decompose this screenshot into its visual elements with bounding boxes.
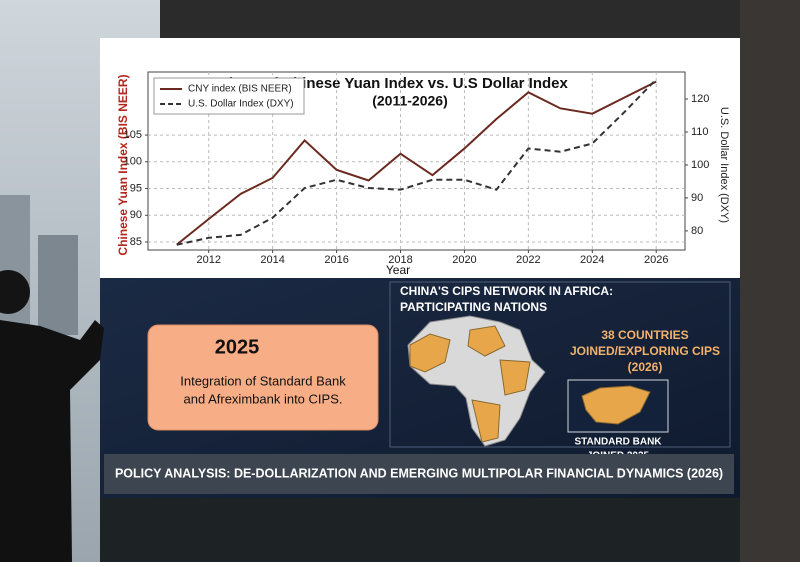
x-tick-label: 2016: [324, 254, 348, 266]
x-tick-label: 2026: [644, 254, 668, 266]
y-tick-label: 95: [130, 182, 142, 194]
x-tick-label: 2022: [516, 254, 540, 266]
milestone-text: and Afreximbank into CIPS.: [184, 391, 343, 406]
milestone-box: 2025 Integration of Standard Bank and Af…: [147, 324, 379, 431]
x-tick-label: 2024: [580, 254, 604, 266]
map-callout: (2026): [628, 360, 663, 374]
y-tick-label: 100: [124, 156, 142, 168]
y2-tick-label: 100: [691, 159, 709, 171]
floor: [100, 498, 740, 562]
milestone-year: 2025: [215, 336, 260, 358]
south-africa: [581, 385, 651, 425]
person-head: [0, 270, 30, 314]
cips-countries: [409, 325, 531, 443]
inset-label: STANDARD BANK: [574, 437, 662, 448]
chart-subtitle: (2011-2026): [372, 93, 448, 109]
map-frame: [389, 281, 731, 448]
y2-tick-label: 90: [691, 192, 703, 204]
x-tick-label: 2012: [196, 254, 220, 266]
wall: [740, 0, 800, 562]
y2-tick-label: 120: [691, 93, 709, 105]
y-tick-label: 85: [130, 236, 142, 248]
milestone-text: Integration of Standard Bank: [180, 373, 346, 388]
map-callout: 38 COUNTRIES: [601, 328, 688, 342]
person: [0, 270, 104, 562]
map-section: CHINA'S CIPS NETWORK IN AFRICA: PARTICIP…: [389, 281, 731, 462]
x-tick-label: 2020: [452, 254, 476, 266]
map-callout: JOINED/EXPLORING CIPS: [570, 344, 720, 358]
legend-box: [153, 77, 305, 115]
chart: Comparison of Chinese Yuan Index vs. U.S…: [116, 71, 730, 277]
x-axis-label: Year: [386, 263, 410, 277]
y-tick-label: 105: [124, 129, 142, 141]
map-heading: PARTICIPATING NATIONS: [400, 300, 547, 314]
y2-tick-label: 80: [691, 225, 703, 237]
x-tick-label: 2018: [388, 254, 412, 266]
y2-tick-label: 110: [691, 126, 709, 138]
building: [38, 235, 78, 335]
building: [0, 195, 30, 335]
series-line: [176, 80, 657, 246]
map-heading: CHINA'S CIPS NETWORK IN AFRICA:: [400, 284, 613, 298]
legend-label: U.S. Dollar Index (DXY): [188, 99, 294, 110]
milestone-card: [147, 324, 379, 431]
legend-label: CNY index (BIS NEER): [188, 84, 292, 95]
plot-frame: [147, 71, 686, 251]
person-body: [0, 320, 104, 562]
y-tick-label: 90: [130, 209, 142, 221]
y2-axis-label: U.S. Dollar Index (DXY): [718, 107, 730, 223]
banner-bar: [104, 454, 734, 494]
series-line: [176, 78, 657, 246]
banner: POLICY ANALYSIS: DE-DOLLARIZATION AND EM…: [115, 466, 723, 480]
y-axis-label: Chinese Yuan Index (BIS NEER): [116, 74, 130, 255]
x-tick-label: 2014: [260, 254, 284, 266]
